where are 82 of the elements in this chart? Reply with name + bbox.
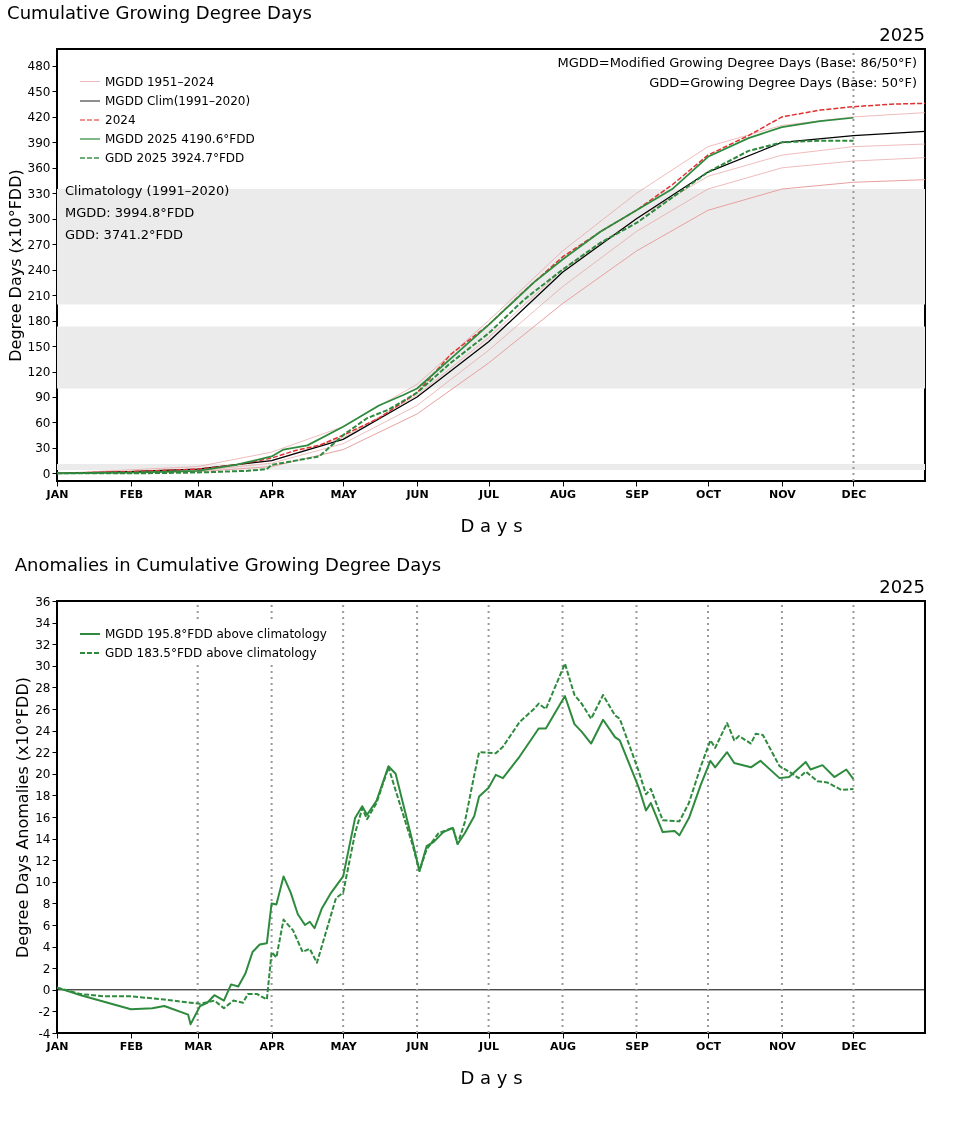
y-tick-label: 150 xyxy=(27,339,51,354)
x-tick-label: AUG xyxy=(549,1039,577,1053)
y-tick-label: 390 xyxy=(27,135,51,150)
y-tick-label: 32 xyxy=(35,637,51,652)
annotation: GDD: 3741.2°FDD xyxy=(65,227,184,242)
chart-title: Anomalies in Cumulative Growing Degree Days xyxy=(14,554,442,575)
x-tick-label: FEB xyxy=(119,487,144,501)
y-tick-label: 8 xyxy=(42,896,51,911)
y-axis-title: Degree Days Anomalies (x10°FDD) xyxy=(13,677,33,958)
y-tick-label: 26 xyxy=(35,702,51,717)
x-tick-label: DEC xyxy=(841,1039,867,1053)
y-tick-label: 240 xyxy=(27,263,51,278)
y-tick-label: 270 xyxy=(27,237,51,252)
y-tick-label: 24 xyxy=(35,724,51,739)
y-tick-label: 300 xyxy=(27,212,51,227)
legend-label: MGDD 195.8°FDD above climatology xyxy=(105,627,327,641)
y-tick-label: 2 xyxy=(42,961,51,976)
y-tick-label: 14 xyxy=(35,832,51,847)
y-tick-label: 420 xyxy=(27,110,51,125)
x-tick-label: APR xyxy=(259,1039,286,1053)
x-tick-label: FEB xyxy=(119,1039,144,1053)
legend-label: GDD 2025 3924.7°FDD xyxy=(105,151,245,165)
y-tick-label: 4 xyxy=(42,940,51,955)
annotation: GDD=Growing Degree Days (Base: 50°F) xyxy=(649,75,917,90)
x-tick-label: JAN xyxy=(45,1039,69,1053)
x-tick-label: SEP xyxy=(625,487,649,501)
legend-label: MGDD Clim(1991–2020) xyxy=(105,94,251,108)
y-tick-label: -4 xyxy=(38,1026,51,1041)
y-tick-label: 480 xyxy=(27,59,51,74)
x-axis-title: D a y s xyxy=(460,1066,523,1088)
x-tick-label: MAR xyxy=(184,1039,213,1053)
y-tick-label: 16 xyxy=(35,810,51,825)
y-tick-label: 90 xyxy=(35,390,51,405)
x-tick-label: AUG xyxy=(549,487,577,501)
annotation: Climatology (1991–2020) xyxy=(65,183,230,198)
y-tick-label: 10 xyxy=(35,875,51,890)
chart-subtitle: 2025 xyxy=(879,24,925,45)
x-tick-label: JUN xyxy=(405,1039,429,1053)
y-tick-label: 6 xyxy=(42,918,51,933)
x-tick-label: DEC xyxy=(841,487,867,501)
y-tick-label: 20 xyxy=(35,767,51,782)
y-tick-label: 0 xyxy=(42,466,51,481)
y-tick-label: 210 xyxy=(27,288,51,303)
x-tick-label: SEP xyxy=(625,1039,649,1053)
y-tick-label: 360 xyxy=(27,161,51,176)
x-tick-label: OCT xyxy=(696,487,722,501)
y-tick-label: 120 xyxy=(27,365,51,380)
x-tick-label: OCT xyxy=(696,1039,722,1053)
y-tick-label: 330 xyxy=(27,186,51,201)
x-tick-label: JUL xyxy=(478,1039,500,1053)
legend-label: GDD 183.5°FDD above climatology xyxy=(105,646,317,660)
y-tick-label: -2 xyxy=(38,1004,51,1019)
legend-label: 2024 xyxy=(105,113,136,127)
y-tick-label: 450 xyxy=(27,84,51,99)
x-tick-label: NOV xyxy=(769,487,797,501)
x-tick-label: JAN xyxy=(45,487,69,501)
x-tick-label: MAR xyxy=(184,487,213,501)
chart-title: Cumulative Growing Degree Days xyxy=(7,2,312,23)
y-tick-label: 18 xyxy=(35,788,51,803)
legend-label: MGDD 1951–2024 xyxy=(105,74,215,89)
y-tick-label: 30 xyxy=(35,441,51,456)
legend-label: MGDD 2025 4190.6°FDD xyxy=(105,132,255,146)
y-tick-label: 30 xyxy=(35,659,51,674)
chart-subtitle: 2025 xyxy=(879,576,925,597)
y-tick-label: 180 xyxy=(27,314,51,329)
x-tick-label: JUN xyxy=(405,487,429,501)
y-tick-label: 12 xyxy=(35,853,51,868)
x-axis-title: D a y s xyxy=(460,514,523,536)
y-tick-label: 0 xyxy=(42,983,51,998)
y-tick-label: 60 xyxy=(35,415,51,430)
y-axis-title: Degree Days (x10°FDD) xyxy=(5,169,25,362)
x-tick-label: JUL xyxy=(478,487,500,501)
annotation: MGDD: 3994.8°FDD xyxy=(65,205,195,220)
x-tick-label: APR xyxy=(259,487,286,501)
x-tick-label: MAY xyxy=(330,487,358,501)
x-tick-label: NOV xyxy=(769,1039,797,1053)
x-tick-label: MAY xyxy=(330,1039,358,1053)
y-tick-label: 34 xyxy=(35,616,51,631)
annotation: MGDD=Modified Growing Degree Days (Base: 86/50°F) xyxy=(557,55,917,70)
y-tick-label: 36 xyxy=(35,594,51,609)
y-tick-label: 28 xyxy=(35,680,51,695)
y-tick-label: 22 xyxy=(35,745,51,760)
